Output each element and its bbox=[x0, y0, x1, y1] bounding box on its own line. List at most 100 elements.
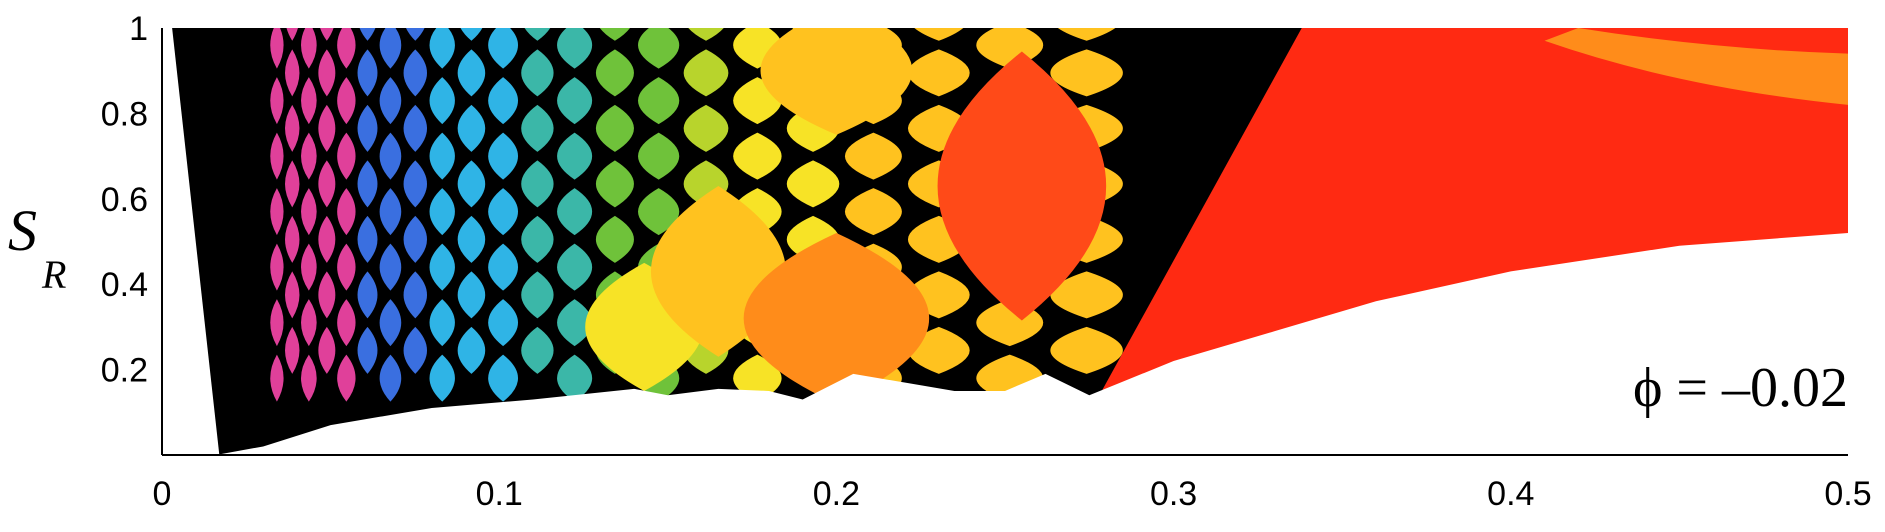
lattice-lens bbox=[357, 160, 378, 208]
y-tick-label: 0.6 bbox=[101, 181, 148, 219]
lattice-lens bbox=[429, 354, 455, 402]
lattice-lens bbox=[286, 28, 298, 41]
lattice-lens bbox=[285, 326, 300, 374]
lattice-lens bbox=[403, 160, 428, 208]
lattice-lens bbox=[488, 132, 519, 180]
lattice-lens bbox=[357, 271, 378, 319]
lattice-lens bbox=[301, 132, 317, 180]
lattice-lens bbox=[521, 160, 554, 208]
lattice-lens bbox=[488, 28, 518, 69]
lattice-lens bbox=[557, 132, 593, 180]
lattice-lens bbox=[595, 215, 634, 263]
lattice-lens bbox=[429, 28, 455, 69]
lattice-lens bbox=[683, 49, 729, 97]
y-axis-label-subscript: R bbox=[41, 252, 66, 297]
lattice-lens bbox=[403, 104, 428, 152]
lattice-lens bbox=[318, 160, 336, 208]
lattice-lens bbox=[595, 104, 634, 152]
lattice-lens bbox=[318, 326, 336, 374]
region-top-right-orange-band bbox=[1544, 28, 1848, 105]
lattice-lens bbox=[844, 188, 902, 236]
lattice-lens bbox=[403, 215, 428, 263]
lattice-lens bbox=[301, 188, 317, 236]
lattice-lens bbox=[379, 132, 402, 180]
lattice-lens bbox=[318, 49, 336, 97]
lattice-lens bbox=[337, 299, 356, 347]
lattice-lens bbox=[521, 215, 554, 263]
lattice-lens bbox=[521, 104, 554, 152]
lattice-lens bbox=[429, 243, 455, 291]
lattice-lens bbox=[403, 326, 428, 374]
lattice-lens bbox=[285, 160, 300, 208]
lattice-lens bbox=[907, 49, 970, 97]
lattice-lens bbox=[429, 299, 455, 347]
lattice-lens bbox=[638, 188, 680, 236]
lattice-lens bbox=[318, 215, 336, 263]
x-tick-label: 0.3 bbox=[1150, 475, 1197, 513]
tick-labels: 0 0.1 0.2 0.3 0.4 0.5 0.2 0.4 0.6 0.8 1 bbox=[101, 10, 1872, 513]
lattice-lens bbox=[429, 77, 455, 125]
x-tick-label: 0.5 bbox=[1824, 475, 1871, 513]
region-white-lower bbox=[162, 232, 1848, 455]
lattice-lens bbox=[488, 77, 519, 125]
lattice-lens bbox=[301, 28, 317, 69]
lattice-lens bbox=[786, 160, 840, 208]
lattice-lens bbox=[457, 104, 486, 152]
lattice-lens bbox=[688, 28, 724, 41]
lattice-lens bbox=[638, 132, 680, 180]
lattice-lens bbox=[557, 354, 593, 402]
lattice-lens bbox=[683, 104, 729, 152]
lattice-lens bbox=[359, 28, 376, 41]
lattice-lens bbox=[457, 49, 486, 97]
lattice-lens bbox=[844, 132, 902, 180]
lattice-lens bbox=[379, 243, 402, 291]
lattice-lens bbox=[357, 215, 378, 263]
y-axis-label-main: S bbox=[8, 198, 37, 263]
lattice-lens bbox=[457, 326, 486, 374]
lattice-lens bbox=[301, 77, 317, 125]
region-amber-lens-top bbox=[760, 28, 913, 135]
lattice-lens bbox=[457, 215, 486, 263]
lattice-lens bbox=[488, 188, 519, 236]
lattice-lens bbox=[270, 132, 284, 180]
lattice-lens bbox=[270, 354, 284, 402]
y-tick-label: 0.8 bbox=[101, 95, 148, 133]
lattice-lens bbox=[460, 28, 483, 41]
lattice-lens bbox=[914, 28, 964, 41]
y-axis-label: S bbox=[8, 198, 37, 263]
lattice-lens bbox=[524, 28, 551, 41]
lattice-lens bbox=[406, 28, 425, 41]
lattice-lens bbox=[403, 271, 428, 319]
lattice-lens bbox=[285, 49, 300, 97]
lattice-lens bbox=[379, 77, 402, 125]
lattice-lens bbox=[301, 243, 317, 291]
lattice-lens bbox=[357, 49, 378, 97]
lattice-lens bbox=[337, 243, 356, 291]
lattice-lens bbox=[595, 160, 634, 208]
lattice-lens bbox=[337, 77, 356, 125]
lattice-lens bbox=[270, 77, 284, 125]
lattice-lens bbox=[270, 299, 284, 347]
lattice-lens bbox=[521, 271, 554, 319]
lattice-lens bbox=[595, 49, 634, 97]
y-tick-label: 0.2 bbox=[101, 352, 148, 390]
lattice-lens bbox=[270, 188, 284, 236]
x-tick-label: 0.2 bbox=[813, 475, 860, 513]
lattice-lens bbox=[1050, 326, 1123, 374]
lattice-lens bbox=[733, 132, 782, 180]
lattice-lens bbox=[337, 188, 356, 236]
phi-annotation: ϕ = –0.02 bbox=[1633, 357, 1848, 419]
lattice-lens bbox=[270, 243, 284, 291]
lattice-lens bbox=[403, 49, 428, 97]
axes bbox=[161, 28, 1848, 456]
lattice-lens bbox=[557, 77, 593, 125]
lattice-lens bbox=[337, 132, 356, 180]
lattice-lens bbox=[270, 28, 284, 69]
lattice-lens bbox=[357, 326, 378, 374]
lattice-lens bbox=[638, 77, 680, 125]
lattice-lens bbox=[521, 49, 554, 97]
plot-area bbox=[162, 28, 1848, 455]
lattice-lens bbox=[429, 188, 455, 236]
lattice-lens bbox=[488, 354, 519, 402]
